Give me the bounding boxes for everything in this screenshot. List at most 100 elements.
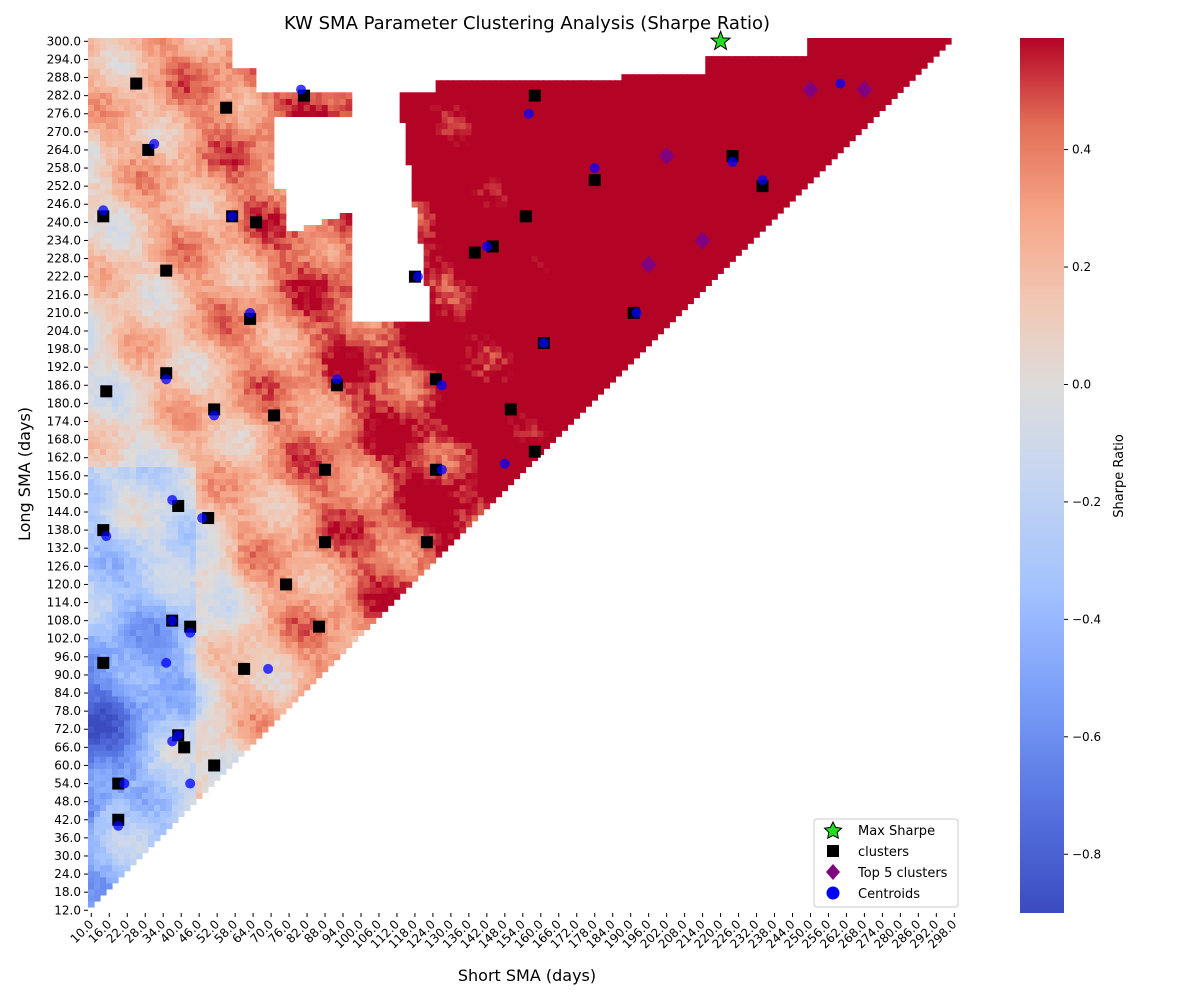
heatmap-cell	[279, 92, 287, 99]
heatmap-cell	[333, 478, 341, 486]
heatmap-cell	[111, 719, 119, 727]
heatmap-cell	[345, 550, 353, 558]
heatmap-cell	[225, 92, 233, 99]
heatmap-cell	[135, 828, 143, 836]
heatmap-cell	[219, 587, 227, 594]
heatmap-cell	[147, 544, 155, 552]
heatmap-cell	[267, 273, 275, 280]
heatmap-cell	[237, 611, 245, 618]
heatmap-cell	[219, 86, 227, 93]
heatmap-cell	[339, 261, 347, 268]
heatmap-cell	[231, 164, 239, 172]
heatmap-cell	[237, 327, 245, 335]
heatmap-cell	[99, 822, 107, 830]
heatmap-cell	[249, 333, 257, 341]
heatmap-cell	[339, 219, 347, 226]
heatmap-cell	[141, 659, 149, 667]
heatmap-cell	[117, 309, 125, 317]
heatmap-cell	[213, 569, 221, 576]
heatmap-cell	[255, 611, 263, 618]
heatmap-cell	[147, 665, 155, 673]
heatmap-cell	[213, 400, 221, 407]
heatmap-cell	[243, 333, 251, 341]
heatmap-cell	[255, 581, 263, 588]
heatmap-cell	[291, 92, 299, 99]
heatmap-cell	[291, 683, 299, 691]
heatmap-cell	[183, 659, 191, 667]
heatmap-cell	[237, 623, 245, 630]
heatmap-cell	[297, 303, 305, 311]
heatmap-cell	[279, 454, 287, 462]
heatmap-cell	[129, 611, 137, 618]
heatmap-cell	[321, 110, 329, 118]
heatmap-cell	[321, 363, 329, 371]
heatmap-cell	[171, 363, 179, 371]
heatmap-cell	[339, 388, 347, 395]
heatmap-cell	[309, 327, 317, 335]
heatmap-cell	[183, 496, 191, 504]
heatmap-cell	[189, 128, 197, 136]
heatmap-cell	[99, 219, 107, 226]
heatmap-cell	[111, 695, 119, 703]
heatmap-cell	[105, 719, 113, 727]
heatmap-cell	[207, 255, 215, 262]
heatmap-cell	[201, 56, 209, 63]
heatmap-cell	[333, 345, 341, 353]
heatmap-cell	[111, 80, 119, 87]
heatmap-cell	[309, 430, 317, 437]
heatmap-cell	[183, 50, 191, 57]
heatmap-cell	[183, 502, 191, 510]
heatmap-cell	[129, 569, 137, 576]
heatmap-cell	[297, 267, 305, 274]
heatmap-cell	[105, 345, 113, 353]
heatmap-cell	[267, 653, 275, 661]
heatmap-cell	[201, 333, 209, 341]
heatmap-cell	[285, 412, 293, 419]
heatmap-cell	[207, 56, 215, 63]
heatmap-cell	[213, 309, 221, 317]
heatmap-cell	[261, 400, 269, 407]
heatmap-cell	[321, 581, 329, 588]
heatmap-cell	[345, 406, 353, 413]
heatmap-cell	[111, 213, 119, 220]
heatmap-cell	[237, 544, 245, 552]
heatmap-cell	[273, 502, 281, 510]
heatmap-cell	[135, 339, 143, 347]
heatmap-cell	[219, 303, 227, 311]
heatmap-cell	[141, 768, 149, 775]
heatmap-cell	[147, 611, 155, 618]
heatmap-cell	[201, 436, 209, 443]
heatmap-cell	[195, 44, 203, 51]
heatmap-cell	[231, 158, 239, 166]
heatmap-cell	[279, 400, 287, 407]
heatmap-cell	[105, 152, 113, 160]
heatmap-cell	[177, 460, 185, 468]
heatmap-cell	[201, 406, 209, 413]
heatmap-cell	[171, 243, 179, 250]
heatmap-cell	[183, 605, 191, 612]
heatmap-cell	[159, 116, 167, 124]
heatmap-cell	[249, 731, 257, 739]
heatmap-cell	[201, 104, 209, 112]
heatmap-cell	[141, 635, 149, 643]
heatmap-cell	[303, 683, 311, 691]
heatmap-cell	[153, 575, 161, 582]
heatmap-cell	[93, 544, 101, 552]
heatmap-cell	[147, 134, 155, 142]
heatmap-cell	[219, 713, 227, 721]
heatmap-cell	[219, 110, 227, 118]
heatmap-cell	[231, 750, 239, 757]
heatmap-cell	[261, 122, 269, 130]
heatmap-cell	[237, 303, 245, 311]
heatmap-cell	[255, 243, 263, 250]
heatmap-cell	[207, 587, 215, 594]
heatmap-cell	[237, 641, 245, 649]
heatmap-cell	[129, 538, 137, 546]
heatmap-cell	[105, 671, 113, 679]
heatmap-cell	[285, 339, 293, 347]
heatmap-cell	[183, 315, 191, 323]
heatmap-cell	[189, 653, 197, 661]
heatmap-cell	[321, 490, 329, 498]
heatmap-cell	[165, 780, 173, 787]
heatmap-cell	[225, 110, 233, 118]
